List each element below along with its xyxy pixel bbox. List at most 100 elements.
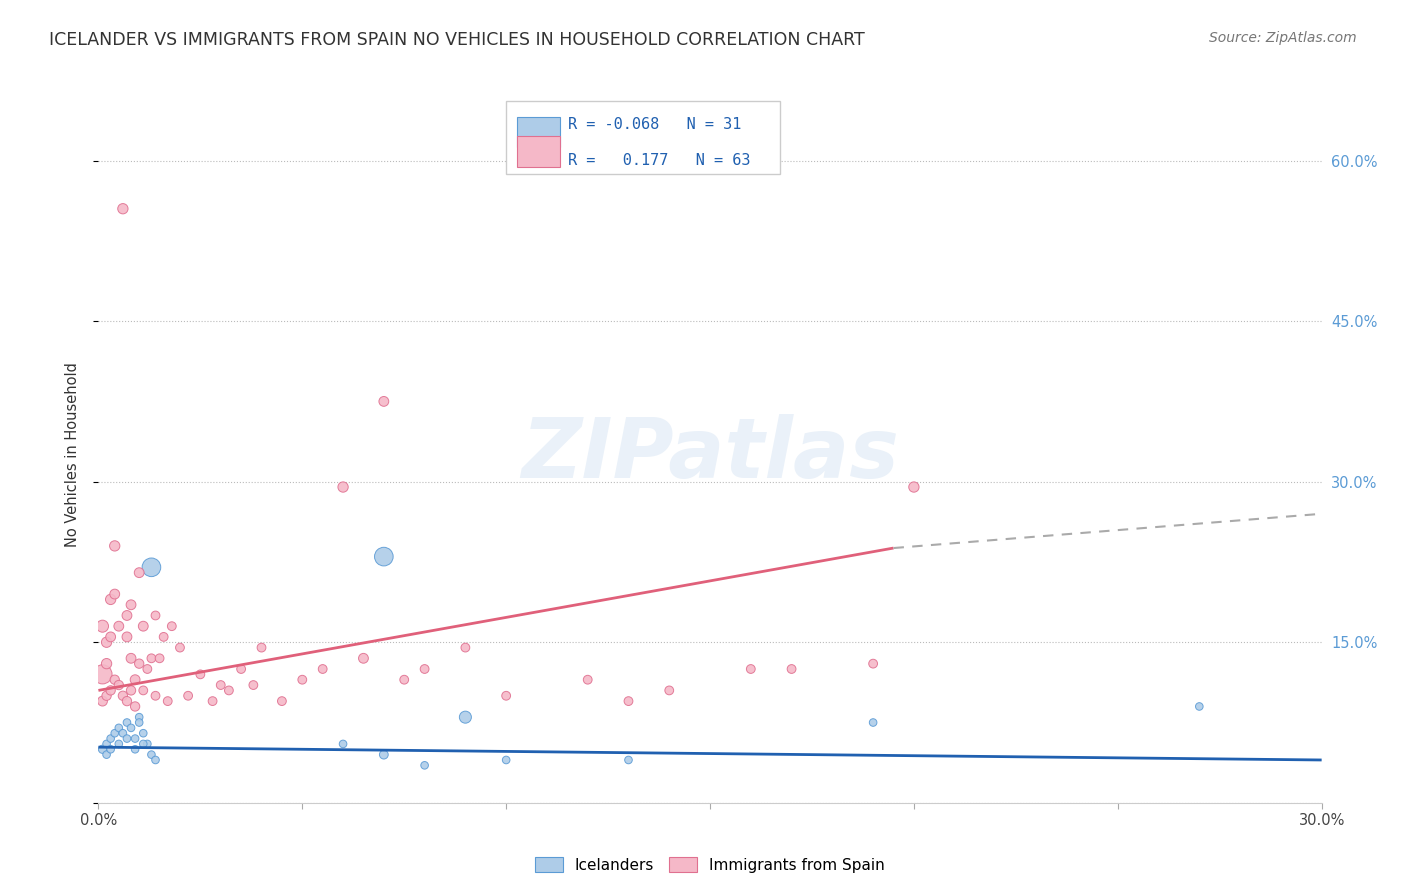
Point bbox=[100, 731, 122, 746]
Point bbox=[413, 662, 436, 676]
Legend: Icelanders, Immigrants from Spain: Icelanders, Immigrants from Spain bbox=[529, 850, 891, 879]
Point bbox=[242, 678, 264, 692]
Point bbox=[104, 587, 127, 601]
Point bbox=[740, 662, 762, 676]
Point bbox=[617, 753, 640, 767]
Point bbox=[145, 608, 167, 623]
Point bbox=[124, 673, 146, 687]
Point bbox=[96, 635, 118, 649]
Point bbox=[454, 710, 477, 724]
Text: ZIPatlas: ZIPatlas bbox=[522, 415, 898, 495]
Point bbox=[156, 694, 179, 708]
Point bbox=[152, 630, 174, 644]
Point bbox=[136, 662, 159, 676]
Point bbox=[100, 742, 122, 756]
Point bbox=[270, 694, 294, 708]
Text: ICELANDER VS IMMIGRANTS FROM SPAIN NO VEHICLES IN HOUSEHOLD CORRELATION CHART: ICELANDER VS IMMIGRANTS FROM SPAIN NO VE… bbox=[49, 31, 865, 49]
Point bbox=[115, 715, 138, 730]
Point bbox=[136, 737, 159, 751]
Point bbox=[145, 689, 167, 703]
Point bbox=[120, 651, 142, 665]
Point bbox=[96, 747, 118, 762]
Point bbox=[332, 480, 354, 494]
Point bbox=[132, 737, 155, 751]
Point bbox=[373, 394, 395, 409]
Point bbox=[658, 683, 681, 698]
Point bbox=[115, 694, 138, 708]
Point bbox=[373, 549, 395, 564]
Point bbox=[104, 539, 127, 553]
Point bbox=[124, 699, 146, 714]
Point bbox=[160, 619, 183, 633]
Point bbox=[111, 689, 134, 703]
Point bbox=[128, 566, 150, 580]
Point bbox=[115, 731, 138, 746]
Point bbox=[100, 592, 122, 607]
Point bbox=[100, 630, 122, 644]
Point bbox=[96, 737, 118, 751]
Point bbox=[209, 678, 232, 692]
Point bbox=[201, 694, 224, 708]
Point bbox=[115, 608, 138, 623]
Point bbox=[373, 747, 395, 762]
Point bbox=[132, 683, 155, 698]
Point bbox=[108, 619, 131, 633]
Point bbox=[862, 657, 884, 671]
Point bbox=[115, 630, 138, 644]
Point bbox=[120, 598, 142, 612]
Point bbox=[780, 662, 803, 676]
Point bbox=[188, 667, 212, 681]
Point bbox=[169, 640, 191, 655]
Text: Source: ZipAtlas.com: Source: ZipAtlas.com bbox=[1209, 31, 1357, 45]
Point bbox=[145, 753, 167, 767]
Point bbox=[104, 726, 127, 740]
Point bbox=[124, 731, 146, 746]
Point bbox=[128, 710, 150, 724]
Point bbox=[141, 747, 163, 762]
Point bbox=[149, 651, 172, 665]
Point bbox=[903, 480, 925, 494]
Point bbox=[120, 683, 142, 698]
Point bbox=[413, 758, 436, 772]
Point bbox=[495, 689, 517, 703]
Point bbox=[91, 619, 114, 633]
Point bbox=[1188, 699, 1211, 714]
Point bbox=[862, 715, 884, 730]
Point bbox=[128, 715, 150, 730]
Point bbox=[132, 726, 155, 740]
Point bbox=[96, 689, 118, 703]
Point bbox=[141, 560, 163, 574]
Point bbox=[352, 651, 374, 665]
Y-axis label: No Vehicles in Household: No Vehicles in Household bbox=[65, 362, 80, 548]
Point bbox=[100, 683, 122, 698]
Point bbox=[291, 673, 314, 687]
Point bbox=[91, 667, 114, 681]
Point bbox=[128, 657, 150, 671]
Point bbox=[111, 202, 134, 216]
Point bbox=[96, 657, 118, 671]
Text: R =   0.177   N = 63: R = 0.177 N = 63 bbox=[568, 153, 751, 168]
Point bbox=[91, 742, 114, 756]
Point bbox=[250, 640, 273, 655]
Point bbox=[617, 694, 640, 708]
Point bbox=[576, 673, 599, 687]
Point bbox=[108, 737, 131, 751]
Point bbox=[392, 673, 416, 687]
Point bbox=[332, 737, 354, 751]
Point bbox=[120, 721, 142, 735]
Point bbox=[111, 726, 134, 740]
Point bbox=[231, 662, 253, 676]
Point bbox=[132, 619, 155, 633]
Point bbox=[104, 673, 127, 687]
Point bbox=[495, 753, 517, 767]
Point bbox=[108, 721, 131, 735]
Point bbox=[108, 678, 131, 692]
Point bbox=[124, 742, 146, 756]
Point bbox=[141, 651, 163, 665]
Point bbox=[218, 683, 240, 698]
Point bbox=[91, 694, 114, 708]
Point bbox=[312, 662, 335, 676]
Point bbox=[454, 640, 477, 655]
Point bbox=[177, 689, 200, 703]
Text: R = -0.068   N = 31: R = -0.068 N = 31 bbox=[568, 117, 741, 132]
